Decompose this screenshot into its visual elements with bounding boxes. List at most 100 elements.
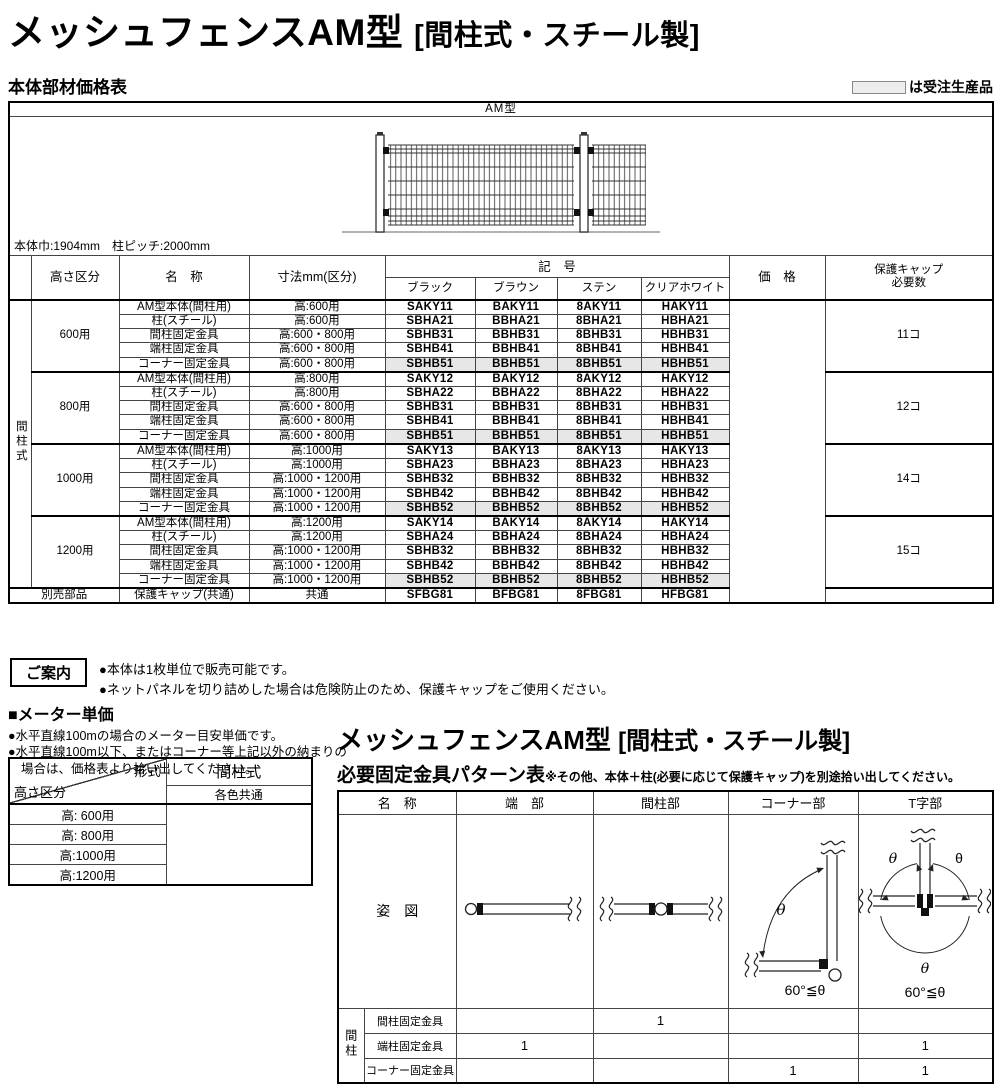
fitting-qty <box>455 1057 594 1084</box>
col-header-clearwhite: クリアホワイト <box>640 277 730 301</box>
page-title-suffix: [間柱式・スチール製] <box>414 20 700 52</box>
part-name-cell: 間柱固定金具 <box>118 400 250 416</box>
size-cell: 高:1000・1200用 <box>248 500 386 517</box>
pattern-col-name: 名 称 <box>337 790 457 815</box>
part-name-cell: AM型本体(間柱用) <box>118 370 250 388</box>
size-cell: 高:600・800用 <box>248 414 386 430</box>
price-table: AM型 <box>8 101 994 605</box>
code-cell: SBHB52 <box>384 500 476 517</box>
size-cell: 高:600用 <box>248 313 386 330</box>
part-name-cell: 間柱固定金具 <box>118 328 250 344</box>
code-cell: SBHA21 <box>384 313 476 330</box>
col-header-height: 高さ区分 <box>30 255 120 301</box>
code-cell: 8BHB42 <box>556 558 642 574</box>
code-cell: BBHA24 <box>474 530 558 546</box>
table-row: 別売部品 保護キャップ(共通) 共通 SFBG81 BFBG81 8FBG81 HFBG81 <box>8 587 994 604</box>
table-row: 端柱固定金具 高:1000・1200用 SBHB42 BBHB42 8BHB42 HBHB… <box>9 486 993 502</box>
code-cell: BBHB51 <box>474 356 558 373</box>
code-cell: HBHB41 <box>640 414 730 430</box>
meter-height-row: 高:1200用 <box>8 863 167 885</box>
code-cell: SAKY13 <box>384 442 476 460</box>
pattern-title: メッシュフェンスAM型 [間柱式・スチール製] <box>337 720 993 757</box>
pattern-subtitle-main: 必要固定金具パターン表 <box>337 765 546 786</box>
part-name-cell: 間柱固定金具 <box>118 544 250 560</box>
code-cell: HBHB51 <box>640 356 730 373</box>
intermediate-diagram <box>599 896 722 921</box>
size-cell: 共通 <box>248 587 386 604</box>
pattern-subtitle-note: ※その他、本体＋柱(必要に応じて保護キャップ)を別途拾い出してください。 <box>545 770 961 784</box>
guide-notes: ●本体は1枚単位で販売可能です。 ●ネットパネルを切り詰めした場合は危険防止のた… <box>99 658 614 700</box>
code-cell: BAKY12 <box>474 370 558 388</box>
code-cell: 8BHB52 <box>556 572 642 589</box>
size-cell: 高:1000用 <box>248 458 386 474</box>
code-cell: 8BHA23 <box>556 458 642 474</box>
col-header-stainless: ステン <box>556 277 642 301</box>
fitting-qty <box>727 1032 859 1059</box>
column-header-row: 高さ区分 名 称 寸法mm(区分) 記 号 価 格 保護キャップ 必要数 <box>8 255 994 301</box>
table-row: 高:1200用 <box>8 863 312 885</box>
code-cell: 8AKY11 <box>556 298 642 315</box>
size-cell: 高:600・800用 <box>248 328 386 344</box>
size-cell: 高:600・800用 <box>248 428 386 445</box>
size-cell: 高:1000・1200用 <box>248 472 386 488</box>
code-cell: BAKY14 <box>474 515 558 532</box>
code-cell: 8AKY13 <box>556 442 642 460</box>
cap-count-cell: 12コ <box>824 370 994 445</box>
code-cell: SBHB42 <box>384 486 476 502</box>
fitting-name: 端柱固定金具 <box>363 1032 457 1059</box>
diagonal-header-type: 形式 <box>134 764 161 779</box>
model-header-row: AM型 <box>8 101 994 118</box>
pattern-subtitle: 必要固定金具パターン表※その他、本体＋柱(必要に応じて保護キャップ)を別途拾い出… <box>337 760 993 787</box>
code-cell: SBHB52 <box>384 572 476 589</box>
code-cell: 8BHB42 <box>556 486 642 502</box>
part-name-cell: 端柱固定金具 <box>118 558 250 574</box>
pattern-col-intermediate: 間柱部 <box>592 790 729 815</box>
code-cell: SBHB51 <box>384 428 476 445</box>
fitting-qty: 1 <box>592 1007 729 1034</box>
page-title-main: メッシュフェンスAM型 <box>8 12 404 53</box>
price-table-heading: 本体部材価格表 <box>8 78 127 97</box>
code-cell: HAKY14 <box>640 515 730 532</box>
theta-label: θ <box>955 850 963 866</box>
pattern-col-corner: コーナー部 <box>727 790 859 815</box>
pattern-section: メッシュフェンスAM型 [間柱式・スチール製] 必要固定金具パターン表※その他、… <box>337 720 995 1084</box>
code-cell: BAKY11 <box>474 298 558 315</box>
size-cell: 高:1000・1200用 <box>248 486 386 502</box>
code-cell: BAKY13 <box>474 442 558 460</box>
tee-diagram: θ θ θ 60°≦θ <box>859 828 992 1000</box>
fitting-qty <box>592 1057 729 1084</box>
pattern-col-end: 端 部 <box>455 790 594 815</box>
code-cell: SBHB51 <box>384 356 476 373</box>
figure-row: 姿 図 <box>337 813 994 1009</box>
fitting-name: 間柱固定金具 <box>363 1007 457 1034</box>
part-name-cell: 柱(スチール) <box>118 530 250 546</box>
code-cell: HBHB31 <box>640 400 730 416</box>
cap-header-line1: 保護キャップ <box>874 264 944 277</box>
code-cell: BBHB31 <box>474 328 558 344</box>
part-name-cell: コーナー固定金具 <box>118 500 250 517</box>
col-header-size: 寸法mm(区分) <box>248 255 386 301</box>
code-cell: 8BHB31 <box>556 328 642 344</box>
code-cell: HAKY13 <box>640 442 730 460</box>
size-cell: 高:1000・1200用 <box>248 558 386 574</box>
meter-note: ●水平直線100mの場合のメーター目安単価です。 <box>8 729 284 743</box>
code-cell: 8BHA24 <box>556 530 642 546</box>
code-cell: HAKY11 <box>640 298 730 315</box>
code-cell: BBHB32 <box>474 544 558 560</box>
table-row: 間柱固定金具 高:1000・1200用 SBHB32 BBHB32 8BHB32 HBHB… <box>9 472 993 488</box>
table-row: 1200用 AM型本体(間柱用) 高:1200用 SAKY14 BAKY14 8AKY14… <box>9 514 994 589</box>
size-cell: 高:600・800用 <box>248 400 386 416</box>
tee-diagram-cell: θ θ θ 60°≦θ <box>857 813 994 1009</box>
code-cell: 8BHA22 <box>556 386 642 402</box>
spec-note: 本体巾:1904mm 柱ピッチ:2000mm <box>14 239 211 254</box>
table-row: 高:1000用 <box>8 843 312 865</box>
cap-header-line2: 必要数 <box>891 277 927 290</box>
height-group-cell: 600用 <box>30 298 120 373</box>
code-cell: HBHA23 <box>640 458 730 474</box>
code-cell: BFBG81 <box>474 587 558 604</box>
table-row: 柱(スチール) 高:800用 SBHA22 BBHA22 8BHA22 HBHA22 <box>9 386 993 402</box>
code-cell: 8AKY12 <box>556 370 642 388</box>
size-cell: 高:1000用 <box>248 442 386 460</box>
size-cell: 高:1200用 <box>248 515 386 532</box>
table-row: コーナー固定金具 高:600・800用 SBHB51 BBHB51 8BHB51 HBHB… <box>9 356 993 373</box>
